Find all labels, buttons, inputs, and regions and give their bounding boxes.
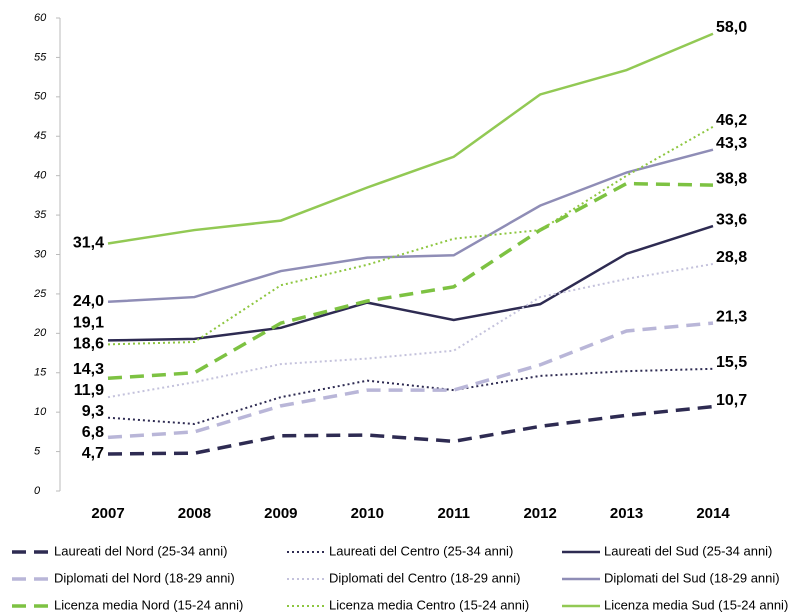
data-label: 18,6 [73, 336, 104, 353]
series-line [107, 125, 714, 346]
data-label: 11,9 [74, 382, 104, 399]
y-tick-label: 55 [34, 51, 47, 63]
legend-label: Diplomati del Nord (18-29 anni) [54, 570, 235, 585]
series-line [107, 181, 714, 381]
y-tick-label: 15 [34, 367, 47, 379]
legend-label: Diplomati del Sud (18-29 anni) [604, 570, 780, 585]
y-tick-label: 60 [34, 12, 47, 24]
series-line [107, 262, 714, 399]
legend-label: Diplomati del Centro (18-29 anni) [329, 570, 520, 585]
y-tick-label: 5 [34, 445, 41, 457]
legend-label: Laureati del Nord (25-34 anni) [54, 543, 227, 558]
data-label: 15,5 [716, 354, 747, 371]
data-label: 24,0 [73, 293, 104, 310]
series-line [107, 404, 714, 456]
y-tick-label: 40 [34, 170, 47, 182]
data-label: 43,3 [716, 135, 747, 152]
data-label: 4,7 [82, 445, 104, 462]
x-tick-label: 2013 [610, 505, 643, 522]
y-tick-label: 35 [34, 209, 47, 221]
data-label: 46,2 [716, 112, 747, 129]
data-label: 33,6 [716, 211, 747, 228]
series-line [107, 224, 714, 342]
data-label: 9,3 [82, 403, 104, 420]
data-label: 10,7 [716, 392, 747, 409]
x-tick-label: 2007 [91, 505, 124, 522]
legend-label: Licenza media Nord (15-24 anni) [54, 597, 243, 612]
series-line [107, 32, 714, 245]
x-tick-label: 2009 [264, 505, 297, 522]
data-label: 58,0 [716, 19, 747, 36]
legend-label: Licenza media Sud (15-24 anni) [604, 597, 788, 612]
y-tick-label: 10 [34, 406, 47, 418]
y-tick-label: 25 [33, 288, 47, 300]
data-label: 19,1 [73, 315, 104, 332]
series-line [107, 367, 714, 426]
y-tick-label: 20 [33, 327, 47, 339]
legend-label: Laureati del Sud (25-34 anni) [604, 543, 772, 558]
x-tick-label: 2014 [696, 505, 730, 522]
y-tick-label: 50 [34, 91, 47, 103]
x-tick-label: 2008 [178, 505, 211, 522]
data-label: 14,3 [73, 361, 104, 378]
y-tick-label: 45 [34, 130, 47, 142]
data-label: 6,8 [82, 424, 104, 441]
data-label: 31,4 [73, 235, 104, 252]
x-tick-label: 2010 [351, 505, 384, 522]
legend-label: Laureati del Centro (25-34 anni) [329, 543, 513, 558]
x-tick-label: 2011 [437, 505, 470, 522]
data-label: 38,8 [716, 170, 747, 187]
y-tick-label: 0 [34, 485, 41, 497]
y-tick-label: 30 [34, 248, 47, 260]
series-line [107, 148, 714, 304]
data-label: 21,3 [716, 308, 747, 325]
series-line [107, 321, 714, 440]
legend-label: Licenza media Centro (15-24 anni) [329, 597, 529, 612]
x-tick-label: 2012 [523, 505, 556, 522]
data-label: 28,8 [716, 249, 747, 266]
